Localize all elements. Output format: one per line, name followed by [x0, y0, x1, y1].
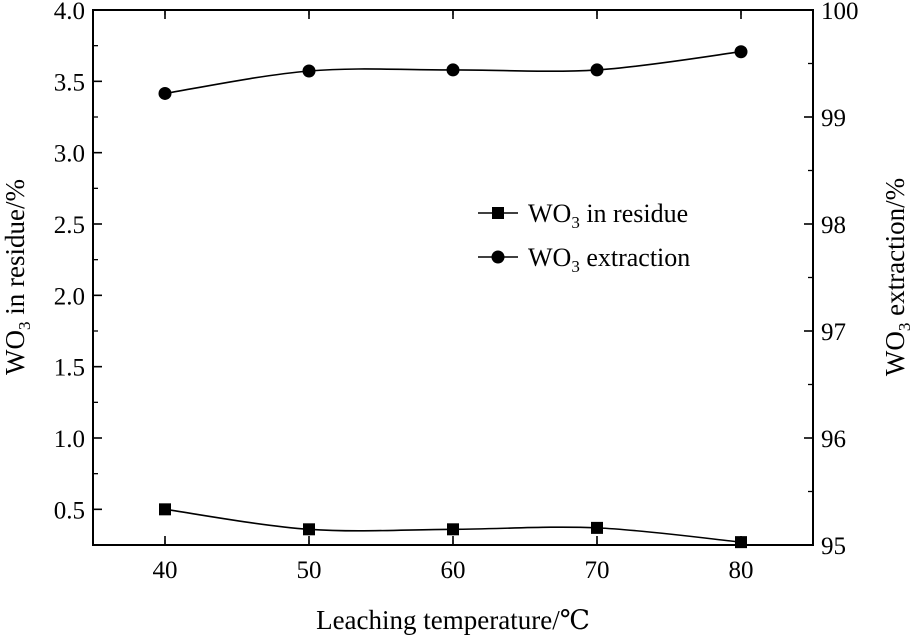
data-point-square: [735, 536, 747, 549]
y-axis-title-right-rest: extraction/%: [880, 178, 910, 323]
y-left-tick-label: 1.0: [54, 426, 85, 453]
data-point-square: [591, 521, 603, 534]
legend-label-extraction-sub: 3: [571, 257, 580, 276]
x-tick-label: 70: [585, 557, 610, 584]
y-right-tick-label: 99: [821, 105, 846, 132]
x-tick-label: 60: [441, 557, 466, 584]
data-point-circle: [734, 45, 748, 59]
y-left-tick-label: 3.0: [54, 141, 85, 168]
series-layer: [158, 45, 748, 549]
legend-marker-circle: [491, 250, 505, 264]
data-point-circle: [446, 63, 460, 77]
data-point-square: [159, 503, 171, 516]
y-axis-title-right: WO3 extraction/%: [880, 178, 914, 376]
legend-entry-residue: WO3 in residue: [478, 199, 688, 232]
y-axis-title-left-sub: 3: [15, 321, 34, 330]
legend-label-extraction: WO3 extraction: [528, 243, 690, 276]
x-tick-label: 50: [297, 557, 322, 584]
y-right-tick-label: 96: [821, 426, 846, 453]
legend-label-residue: WO3 in residue: [528, 199, 688, 232]
legend-label-residue-sub: 3: [571, 213, 580, 232]
y-right-tick-label: 100: [821, 0, 859, 25]
y-right-tick-label: 98: [821, 212, 846, 239]
y-left-tick-label: 2.0: [54, 283, 85, 310]
legend-label-extraction-rest: extraction: [580, 243, 690, 272]
y-axis-title-right-sub: 3: [895, 323, 914, 332]
y-left-tick-label: 3.5: [54, 69, 85, 96]
x-tick-label: 80: [729, 557, 754, 584]
legend-marker-square: [492, 207, 504, 219]
y-left-tick-label: 4.0: [54, 0, 85, 25]
y-axis-title-left-main: WO: [0, 330, 30, 375]
y-left-tick-label: 2.5: [54, 212, 85, 239]
y-axis-title-left: WO3 in residue/%: [0, 179, 34, 375]
x-axis-title: Leaching temperature/℃: [316, 605, 590, 635]
legend-label-residue-rest: in residue: [580, 199, 688, 228]
y-right-tick-label: 95: [821, 533, 846, 560]
y-axis-title-left-rest: in residue/%: [0, 179, 30, 321]
y-left-tick-label: 1.5: [54, 355, 85, 382]
data-point-circle: [158, 86, 172, 100]
x-tick-label: 40: [153, 557, 178, 584]
data-point-circle: [302, 64, 316, 78]
y-right-tick-label: 97: [821, 319, 846, 346]
legend-label-residue-main: WO: [528, 199, 571, 228]
data-point-square: [303, 523, 315, 536]
data-point-square: [447, 523, 459, 536]
legend-label-extraction-main: WO: [528, 243, 571, 272]
data-point-circle: [590, 63, 604, 77]
y-axis-title-right-main: WO: [880, 331, 910, 376]
plot-frame: [92, 9, 814, 546]
legend-entry-extraction: WO3 extraction: [478, 243, 690, 276]
ticks-layer: 40 50 60 70 80 0.5 1.0 1.5 2.0 2.5 3.0 3.5 4.0 95 96 97…: [54, 0, 859, 584]
y-left-tick-label: 0.5: [54, 497, 85, 524]
legend: WO3 in residue WO3 extraction: [478, 199, 690, 276]
